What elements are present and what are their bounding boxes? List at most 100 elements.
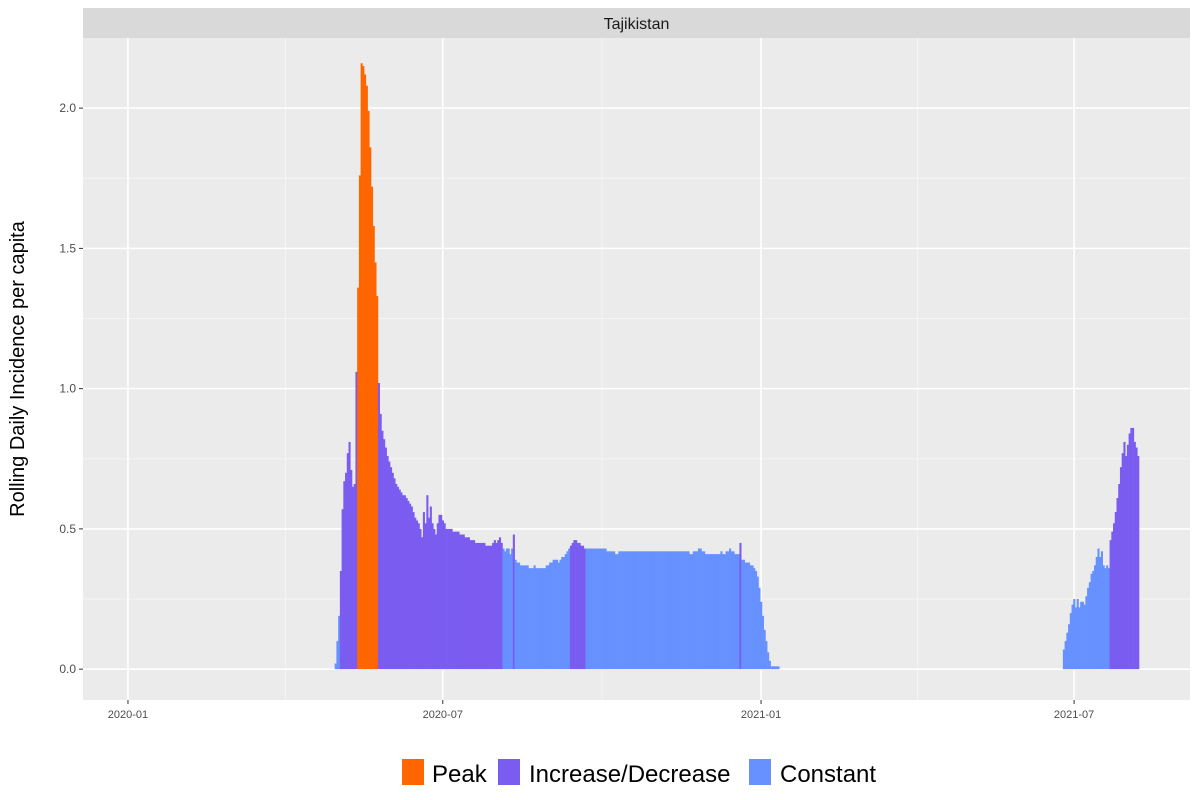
bar-constant [526,565,529,670]
bar-increase-decrease [473,540,476,670]
bar-increase-decrease [434,534,438,670]
bar-constant [703,551,706,670]
bar-constant [654,551,657,670]
bar-constant [1064,641,1067,670]
bar-constant [1104,568,1107,670]
bar-constant [760,601,763,670]
legend: Peak Increase/Decrease Constant [402,759,876,788]
y-axis: 0.0 0.5 1.0 1.5 2.0 [59,101,83,676]
x-tick-label: 2021-01 [741,709,781,721]
bar-increase-decrease [466,537,469,670]
bar-constant [696,551,699,670]
bar-increase-decrease [498,537,502,670]
y-tick-label: 1.0 [59,382,76,396]
bar-constant [677,551,680,670]
bar-constant [732,551,735,670]
bar-increase-decrease [488,545,491,670]
bar-constant [708,554,711,670]
bar-constant [564,554,567,670]
bar-increase-decrease [483,542,486,670]
bar-constant [716,554,720,670]
bar-constant [713,554,716,670]
bar-increase-decrease [417,523,420,670]
bar-increase-decrease [390,467,393,670]
bar-constant [562,556,566,670]
bar-increase-decrease [474,542,477,670]
bar-increase-decrease [351,486,355,670]
bar-increase-decrease [400,492,403,670]
y-tick-label: 0.5 [59,522,76,536]
bar-increase-decrease [341,509,344,670]
bar-constant [542,568,545,670]
bar-constant [682,551,685,670]
bar-constant [1076,599,1079,670]
bar-constant [625,551,628,670]
bar-constant [1087,587,1090,670]
bar-increase-decrease [447,528,450,670]
bar-constant [559,559,562,670]
bar-constant [758,587,761,670]
bar-constant [663,551,666,670]
bar-increase-decrease [409,503,412,670]
bar-constant [671,551,675,670]
bar-constant [1095,556,1098,670]
bar-peak [365,85,368,670]
bar-increase-decrease [495,542,498,670]
bar-increase-decrease [469,540,472,670]
bar-increase-decrease [485,545,488,670]
y-tick-label: 2.0 [59,101,76,115]
bar-peak [362,66,365,670]
bar-constant [751,565,754,670]
bar-constant [1102,565,1105,670]
y-tick-label: 1.5 [59,241,76,255]
bar-increase-decrease [436,523,439,670]
legend-swatch-constant [749,759,771,785]
bar-constant [673,551,676,670]
bar-constant [699,548,702,670]
bar-increase-decrease [383,439,386,670]
bar-constant [540,568,543,670]
bar-increase-decrease [379,413,382,670]
bar-peak [357,287,360,670]
bar-increase-decrease [433,528,436,670]
bar-increase-decrease [464,537,467,670]
bar-constant [730,551,733,670]
bar-constant [754,570,758,670]
bar-constant [767,652,770,670]
x-axis: 2020-01 2020-07 2021-01 2021-07 [108,700,1094,721]
bar-constant [535,568,538,670]
bar-increase-decrease [462,534,465,670]
bar-increase-decrease [428,517,431,670]
bar-constant [640,551,643,670]
bar-increase-decrease [1133,441,1136,670]
legend-swatch-peak [402,759,424,785]
bar-constant [753,568,756,670]
bar-increase-decrease [455,531,458,670]
bar-increase-decrease [582,545,585,670]
bar-increase-decrease [391,472,394,670]
bar-constant [748,562,751,670]
bar-constant [554,559,557,670]
bar-increase-decrease [381,430,384,670]
bar-constant [334,663,337,670]
bar-constant [595,548,598,670]
bar-increase-decrease [1123,441,1126,670]
bar-constant [613,551,616,670]
bar-increase-decrease [1109,540,1112,670]
bar-constant [718,554,721,670]
bar-constant [594,548,597,670]
bar-constant [680,551,683,670]
bar-constant [656,551,659,670]
bar-increase-decrease [452,531,455,670]
bar-constant [566,551,569,670]
bar-constant [770,666,773,670]
bar-constant [528,568,531,670]
bar-increase-decrease [429,506,432,670]
bar-constant [620,551,623,670]
bar-constant [623,551,626,670]
bar-increase-decrease [493,540,496,670]
bar-constant [588,548,592,670]
x-tick-label: 2020-07 [423,709,463,721]
bar-constant [1090,573,1093,670]
bar-increase-decrease [393,478,396,670]
